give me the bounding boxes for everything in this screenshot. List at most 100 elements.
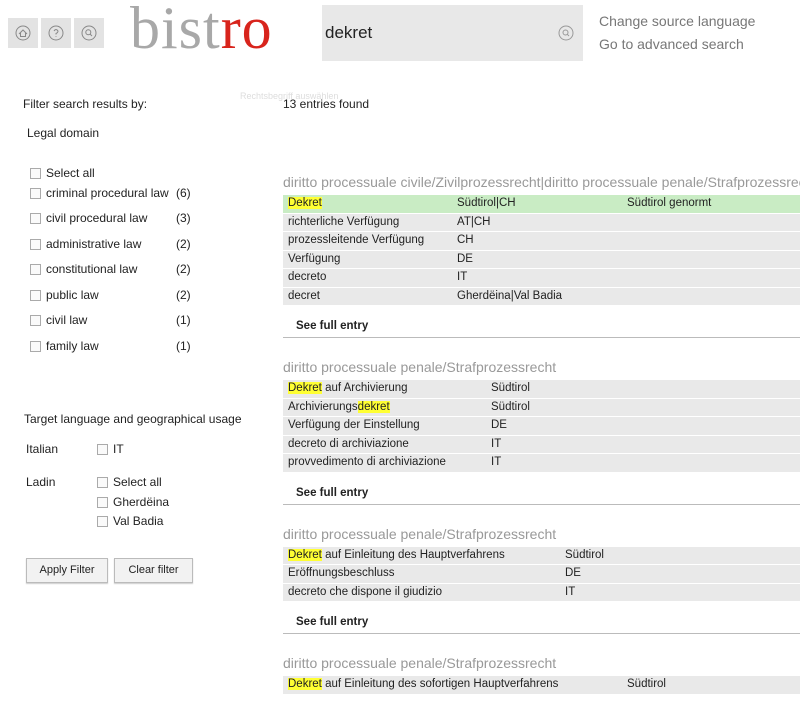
help-icon [48, 25, 64, 41]
usage: IT [491, 456, 502, 468]
language-name: Ladin [26, 475, 56, 489]
note: Südtirol genormt [627, 197, 712, 209]
language-option: Val Badia [113, 514, 164, 528]
term: Dekret [288, 195, 322, 213]
term: Verfügung der Einstellung [288, 417, 420, 435]
term-row[interactable]: provvedimento di archiviazione IT [283, 454, 800, 473]
domain-label: family law [46, 339, 99, 353]
select-all-label: Select all [46, 166, 95, 180]
usage: Südtirol|CH [457, 197, 516, 209]
see-full-entry[interactable]: See full entry [283, 318, 800, 338]
result-group: diritto processuale penale/Strafprozessr… [283, 524, 800, 634]
term-row[interactable]: decreto di archiviazione IT [283, 435, 800, 454]
term: richterliche Verfügung [288, 214, 399, 232]
results-count: 13 entries found [283, 97, 370, 111]
term: Verfügung [288, 251, 340, 269]
term-text: Verfügung der Einstellung [288, 419, 420, 431]
hint-text: Rechtsbegriff auswählen [240, 91, 339, 101]
apply-filter-button[interactable]: Apply Filter [26, 558, 108, 583]
language-option: Select all [113, 475, 162, 489]
see-full-entry[interactable]: See full entry [283, 614, 800, 634]
search-button[interactable] [74, 18, 104, 48]
result-group: diritto processuale penale/Strafprozessr… [283, 653, 800, 695]
term-row[interactable]: Dekret auf Archivierung Südtirol [283, 380, 800, 399]
home-button[interactable] [8, 18, 38, 48]
checkbox[interactable] [30, 188, 41, 199]
term-row[interactable]: Verfügung der Einstellung DE [283, 417, 800, 436]
term-text: Verfügung [288, 252, 341, 265]
term-highlight: Dekret [288, 197, 322, 209]
domain-label: criminal procedural law [46, 186, 169, 200]
change-language-link[interactable]: Change source language [599, 13, 756, 29]
domain-label: civil procedural law [46, 211, 148, 225]
domain-count: (6) [176, 186, 191, 200]
term-row[interactable]: Dekret auf Einleitung des sofortigen Hau… [283, 676, 800, 695]
domain-count: (2) [176, 237, 191, 251]
term-text: Eröffnungsbeschluss [288, 567, 395, 579]
search-query: dekret [325, 23, 373, 42]
term-row[interactable]: decreto IT [283, 269, 800, 288]
logo[interactable]: bistro [130, 0, 273, 63]
search-submit[interactable] [558, 25, 574, 41]
domain-count: (1) [176, 313, 191, 327]
term-row[interactable]: decreto che dispone il giudizio IT [283, 583, 800, 602]
help-button[interactable] [41, 18, 71, 48]
term-text: auf Einleitung des sofortigen Hauptverfa… [321, 678, 559, 690]
checkbox[interactable] [97, 444, 108, 455]
domain-title: diritto processuale civile/Zivilprozessr… [283, 174, 800, 190]
home-icon [15, 25, 31, 41]
term-row[interactable]: richterliche Verfügung AT|CH [283, 213, 800, 232]
checkbox[interactable] [30, 168, 41, 179]
checkbox[interactable] [97, 516, 108, 527]
usage: DE [491, 419, 507, 431]
term-text: Archivierungs [288, 400, 358, 413]
usage: Südtirol [491, 400, 530, 413]
term: Eröffnungsbeschluss [288, 565, 395, 583]
usage: CH [457, 234, 474, 246]
see-full-entry[interactable]: See full entry [283, 485, 800, 505]
checkbox[interactable] [30, 213, 41, 224]
term-table: Dekret auf Einleitung des sofortigen Hau… [283, 676, 800, 695]
term-row[interactable]: decret Gherdëina|Val Badia [283, 287, 800, 306]
advanced-search-link[interactable]: Go to advanced search [599, 36, 744, 52]
usage: DE [457, 252, 473, 265]
term: prozessleitende Verfügung [288, 232, 424, 250]
term: Archivierungsdekret [288, 399, 390, 417]
domain-label: administrative law [46, 237, 142, 251]
usage: DE [565, 567, 581, 579]
clear-filter-button[interactable]: Clear filter [114, 558, 193, 583]
checkbox[interactable] [30, 264, 41, 275]
term-row[interactable]: Archivierungsdekret Südtirol [283, 398, 800, 417]
term-highlight: Dekret [288, 548, 322, 561]
search-box[interactable]: dekret [322, 5, 583, 61]
term-row[interactable]: Verfügung DE [283, 250, 800, 269]
term-text: prozessleitende Verfügung [288, 234, 425, 246]
result-group: diritto processuale civile/Zivilprozessr… [283, 172, 800, 338]
term-text: auf Archivierung [321, 382, 408, 394]
target-language-title: Target language and geographical usage [24, 412, 242, 426]
filter-title: Filter search results by: [23, 97, 148, 111]
usage: IT [457, 271, 468, 283]
result-group: diritto processuale penale/Strafprozessr… [283, 357, 800, 505]
term: Dekret auf Archivierung [288, 380, 408, 398]
checkbox[interactable] [30, 239, 41, 250]
term-table: Dekret auf Einleitung des Hauptverfahren… [283, 546, 800, 602]
checkbox[interactable] [30, 315, 41, 326]
checkbox[interactable] [30, 290, 41, 301]
checkbox[interactable] [97, 496, 108, 508]
term-text: decret [288, 289, 320, 302]
checkbox[interactable] [97, 477, 108, 488]
term: decreto che dispone il giudizio [288, 584, 442, 602]
term-row[interactable]: Dekret Südtirol|CH Südtirol genormt [283, 195, 800, 214]
term-highlight: Dekret [288, 382, 322, 394]
checkbox[interactable] [30, 341, 41, 352]
term-table: Dekret Südtirol|CH Südtirol genormt richter… [283, 195, 800, 306]
term-row[interactable]: prozessleitende Verfügung CH [283, 232, 800, 251]
term-row[interactable]: Eröffnungsbeschluss DE [283, 565, 800, 584]
logo-text: bist [130, 0, 221, 61]
term-row[interactable]: Dekret auf Einleitung des Hauptverfahren… [283, 546, 800, 565]
logo-accent: ro [220, 0, 273, 61]
term: decret [288, 288, 320, 306]
term-text: decreto [288, 271, 327, 283]
